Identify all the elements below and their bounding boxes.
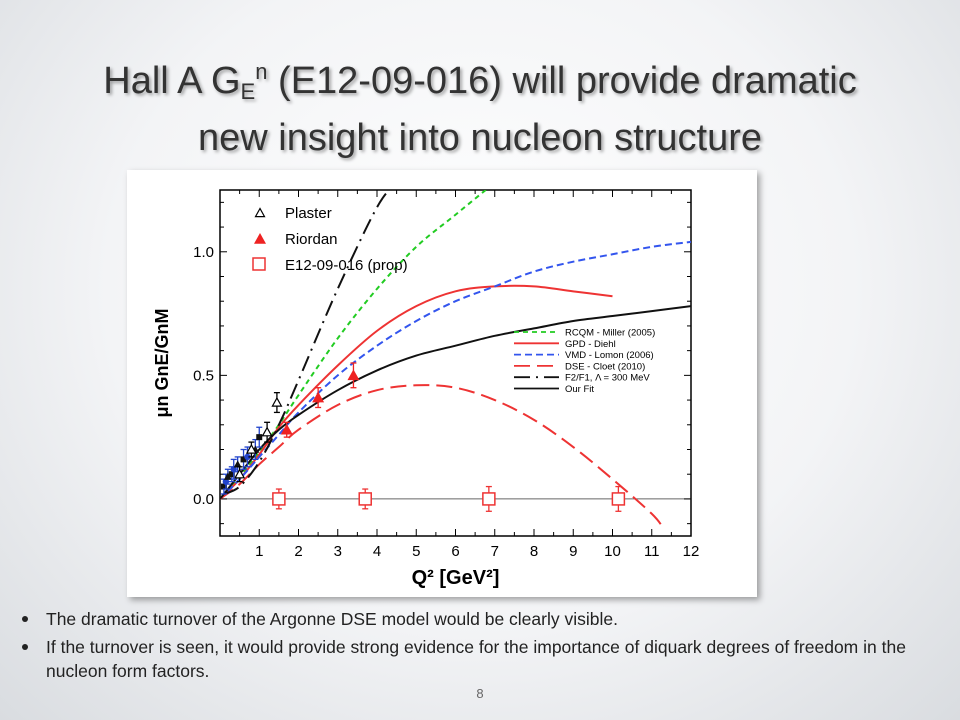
- x-tick-label: 7: [491, 543, 499, 560]
- title-part2: (E12-09-016) will provide dramatic: [267, 60, 857, 102]
- chart-figure: 1 2 3 4 5 6 7 8 9 10 11 12 0.0 0.5 1.0 Q² [GeV²] μn GnE/…: [127, 170, 757, 597]
- legend-symbol-prop: [252, 257, 266, 271]
- series-line-gpd-diehl: [220, 284, 613, 500]
- bullet-dot: [22, 644, 28, 650]
- x-tick-label: 12: [683, 543, 700, 560]
- bullet-dot: [22, 616, 28, 622]
- prop-point: [272, 492, 286, 506]
- x-tick-label: 1: [255, 543, 263, 560]
- x-tick-label: 9: [569, 543, 577, 560]
- low-q2-point: [220, 483, 227, 490]
- chart-svg: 1 2 3 4 5 6 7 8 9 10 11 120.00.51.0Q² [GeV²]μn GnE/…: [152, 189, 700, 589]
- low-q2-point: [256, 434, 263, 441]
- plaster-point: [234, 468, 246, 479]
- legend-line-label: F2/F1, Λ = 300 MeV: [565, 373, 650, 384]
- low-q2-point: [230, 466, 237, 473]
- page-number: 8: [476, 686, 484, 701]
- y-tick-label: 1.0: [193, 244, 214, 261]
- plaster-point: [245, 443, 257, 454]
- y-tick-label: 0.5: [193, 367, 214, 384]
- y-tick-label: 0.0: [193, 491, 214, 508]
- riordan-point: [312, 391, 325, 403]
- bullet-text: If the turnover is seen, it would provid…: [46, 637, 906, 681]
- legend-line-label: GPD - Diehl: [565, 339, 616, 350]
- legend-label: E12-09-016 (prop): [285, 257, 408, 274]
- riordan-point: [347, 369, 360, 381]
- axes-layer: 1 2 3 4 5 6 7 8 9 10 11 120.00.51.0Q² [GeV²]μn GnE/…: [152, 189, 700, 589]
- x-tick-label: 10: [604, 543, 621, 560]
- x-tick-label: 3: [334, 543, 342, 560]
- bullet-list: The dramatic turnover of the Argonne DSE…: [22, 607, 942, 687]
- legend-symbol-plaster: [254, 207, 266, 218]
- x-tick-label: 2: [294, 543, 302, 560]
- bullet-text: The dramatic turnover of the Argonne DSE…: [46, 609, 618, 629]
- title-line2: new insight into nucleon structure: [198, 117, 762, 159]
- series-line-f2-f1-300-mev: [223, 190, 391, 495]
- x-tick-label: 5: [412, 543, 420, 560]
- low-q2-point: [244, 453, 251, 461]
- legend-symbol-riordan: [254, 233, 266, 244]
- x-tick-label: 8: [530, 543, 538, 560]
- x-tick-label: 4: [373, 543, 381, 560]
- title-part1: Hall A G: [103, 60, 241, 102]
- slide-title: Hall A GEn (E12-09-016) will provide dra…: [0, 48, 960, 162]
- bullet-item: If the turnover is seen, it would provid…: [22, 635, 942, 683]
- plaster-point: [261, 426, 273, 437]
- low-q2-point: [228, 471, 235, 478]
- legend-label: Riordan: [285, 231, 338, 248]
- title-superscript: n: [255, 59, 268, 84]
- legend-line-label: DSE - Cloet (2010): [565, 361, 645, 372]
- x-tick-label: 6: [451, 543, 459, 560]
- title-subscript: E: [240, 79, 256, 104]
- prop-point: [358, 492, 372, 506]
- prop-point: [611, 492, 626, 506]
- y-axis-label: μn GnE/GnM: [152, 308, 172, 417]
- low-q2-point: [233, 460, 242, 468]
- legend-line-label: VMD - Lomon (2006): [565, 350, 654, 361]
- series-line-our-fit: [220, 305, 691, 500]
- x-axis-label: Q² [GeV²]: [412, 567, 500, 589]
- prop-point: [482, 492, 496, 506]
- series-layer: [220, 190, 691, 530]
- legend-label: Plaster: [285, 205, 332, 222]
- riordan-point: [280, 423, 293, 435]
- x-tick-label: 11: [644, 543, 660, 560]
- series-line-dse-cloet-2010: [220, 384, 665, 530]
- bullet-item: The dramatic turnover of the Argonne DSE…: [22, 607, 942, 631]
- legend-line-label: Our Fit: [565, 384, 594, 395]
- plaster-point: [271, 396, 283, 407]
- legend-line-label: RCQM - Miller (2005): [565, 328, 655, 339]
- series-line-rcqm-miller-2005: [220, 190, 488, 500]
- points-layer: [220, 362, 626, 512]
- legend-layer: Plaster Riordan E12-09-016 (prop) RCQM - Mi…: [252, 205, 655, 395]
- low-q2-point: [240, 456, 247, 463]
- low-q2-point: [223, 472, 232, 480]
